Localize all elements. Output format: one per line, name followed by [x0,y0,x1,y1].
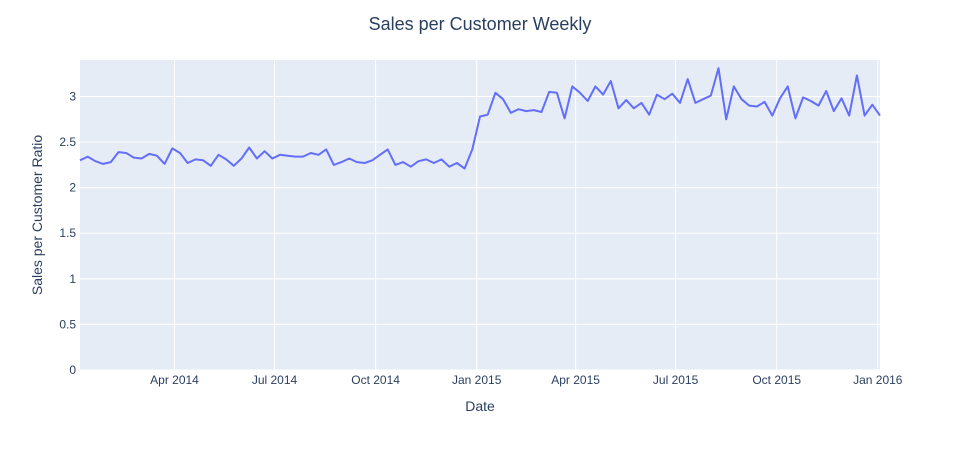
x-tick-label: Apr 2015 [551,373,600,387]
y-tick-label: 1.5 [59,226,76,240]
x-tick-label: Oct 2015 [752,373,801,387]
y-tick-label: 0 [69,363,76,377]
y-axis-title: Sales per Customer Ratio [29,135,45,296]
plot-area [80,60,880,370]
y-tick-label: 1 [69,272,76,286]
x-gridlines [174,60,879,370]
y-tick-labels: 0 0.5 1 1.5 2 2.5 3 [59,89,76,377]
x-axis-title: Date [465,398,495,414]
x-tick-label: Jul 2015 [653,373,699,387]
y-tick-label: 0.5 [59,317,76,331]
y-tick-label: 3 [69,89,76,103]
series-line [79,67,881,170]
x-tick-label: Apr 2014 [150,373,199,387]
chart-title: Sales per Customer Weekly [369,14,592,34]
x-tick-labels: Apr 2014 Jul 2014 Oct 2014 Jan 2015 Apr 2015… [150,373,903,387]
x-tick-label: Jan 2016 [853,373,903,387]
x-tick-label: Oct 2014 [351,373,400,387]
x-tick-label: Jul 2014 [252,373,298,387]
y-tick-label: 2.5 [59,135,76,149]
y-gridlines [80,95,880,371]
y-tick-label: 2 [69,181,76,195]
x-tick-label: Jan 2015 [452,373,502,387]
